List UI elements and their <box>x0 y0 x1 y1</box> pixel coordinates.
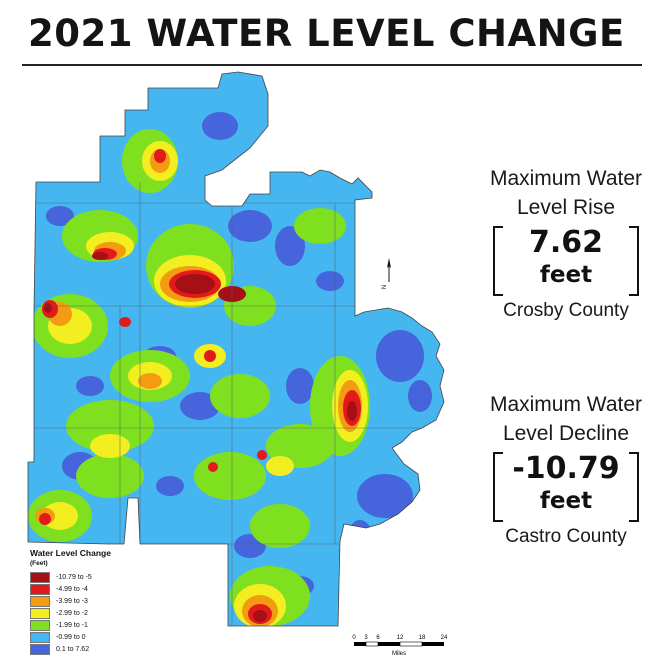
legend-item: -10.79 to -5 <box>30 571 180 583</box>
max-decline-panel: Maximum Water Level Decline -10.79 feet … <box>462 390 670 550</box>
scale-tick-label: 3 <box>364 635 368 641</box>
legend-swatch <box>30 571 50 583</box>
legend-item: -0.99 to 0 <box>30 631 180 643</box>
bracket-right <box>629 452 639 522</box>
legend-item: -3.99 to -3 <box>30 595 180 607</box>
scale-tick-label: 0 <box>352 635 356 641</box>
bracket-left <box>493 226 503 296</box>
water-level-map <box>27 71 445 627</box>
legend-swatch <box>30 583 50 595</box>
legend-label: -10.79 to -5 <box>56 573 92 581</box>
max-rise-unit: feet <box>539 262 593 288</box>
legend-subtitle: (Feet) <box>30 560 48 567</box>
bracket-right <box>629 226 639 296</box>
scale-bar: 0 3 6 12 18 24 Miles <box>352 635 448 657</box>
legend-item: -4.99 to -4 <box>30 583 180 595</box>
max-rise-county: Crosby County <box>503 300 629 321</box>
legend-label: -3.99 to -3 <box>56 597 88 605</box>
max-rise-label-2: Level Rise <box>516 196 616 219</box>
bracket-left <box>493 452 503 522</box>
max-decline-unit: feet <box>539 488 593 514</box>
scale-bar-segment <box>422 642 444 646</box>
legend-rows: -10.79 to -5 -4.99 to -4 -3.99 to -3 -2.99 … <box>30 571 180 655</box>
scale-bar-segment <box>378 642 400 646</box>
max-decline-value: -10.79 <box>512 451 620 486</box>
page-title: 2021 WATER LEVEL CHANGE <box>28 12 625 55</box>
legend-label: -0.99 to 0 <box>56 633 86 641</box>
legend-label: -4.99 to -4 <box>56 585 88 593</box>
legend-swatch <box>30 595 50 607</box>
max-decline-value-box: -10.79 feet <box>493 452 639 522</box>
max-rise-value-box: 7.62 feet <box>493 226 639 296</box>
north-arrow-icon <box>387 258 391 282</box>
title-underline <box>22 64 642 66</box>
legend-label: -2.99 to -2 <box>56 609 88 617</box>
scale-tick-label: 12 <box>397 635 404 641</box>
legend-swatch <box>30 619 50 631</box>
legend-swatch <box>30 631 50 643</box>
max-decline-county: Castro County <box>505 526 627 547</box>
legend-swatch <box>30 643 50 655</box>
legend-item: 0.1 to 7.62 <box>30 643 180 655</box>
legend-label: -1.99 to -1 <box>56 621 88 629</box>
legend-item: -1.99 to -1 <box>30 619 180 631</box>
scale-unit: Miles <box>392 651 406 657</box>
scale-bar-segment <box>399 641 423 647</box>
scale-tick-label: 6 <box>376 635 380 641</box>
legend-item: -2.99 to -2 <box>30 607 180 619</box>
max-rise-value: 7.62 <box>528 225 604 260</box>
max-decline-label-2: Level Decline <box>502 422 630 445</box>
max-decline-label-1: Maximum Water <box>489 393 643 416</box>
legend-title: Water Level Change <box>30 548 111 558</box>
scale-tick-label: 18 <box>419 635 426 641</box>
scale-bar-segment <box>354 642 366 646</box>
north-arrow: N <box>382 258 396 298</box>
scale-bar-segment <box>365 641 379 647</box>
legend-swatch <box>30 607 50 619</box>
legend-label: 0.1 to 7.62 <box>56 645 90 653</box>
scale-tick-label: 24 <box>441 635 448 641</box>
max-rise-panel: Maximum Water Level Rise 7.62 feet Crosb… <box>462 164 670 324</box>
map-legend: Water Level Change (Feet) -10.79 to -5 -4… <box>30 548 180 655</box>
north-label: N <box>382 284 389 290</box>
max-rise-label-1: Maximum Water <box>489 167 643 190</box>
